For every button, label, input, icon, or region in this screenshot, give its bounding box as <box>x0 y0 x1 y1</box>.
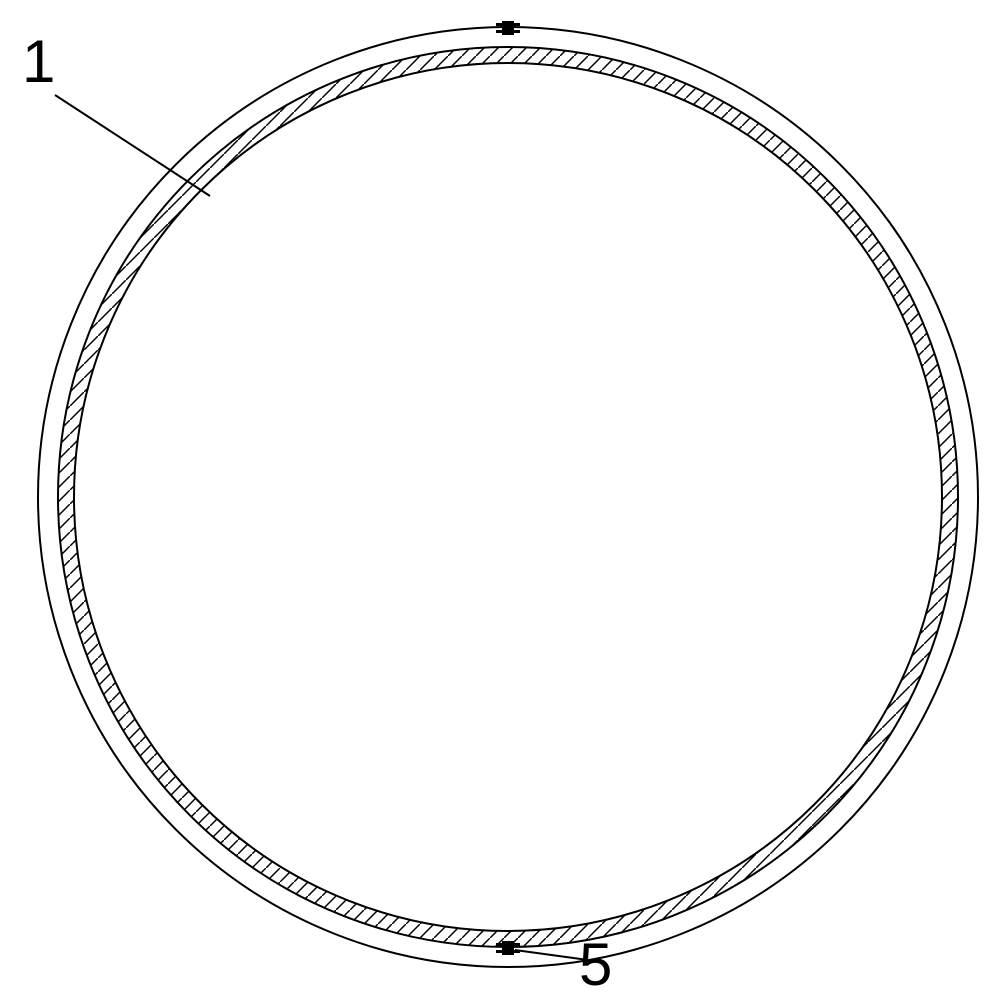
ring-section-diagram: 15 <box>0 0 1000 993</box>
callout-label-1: 1 <box>22 28 55 95</box>
callout-label-5: 5 <box>579 931 612 993</box>
hatched-ring-fill <box>0 0 1000 993</box>
